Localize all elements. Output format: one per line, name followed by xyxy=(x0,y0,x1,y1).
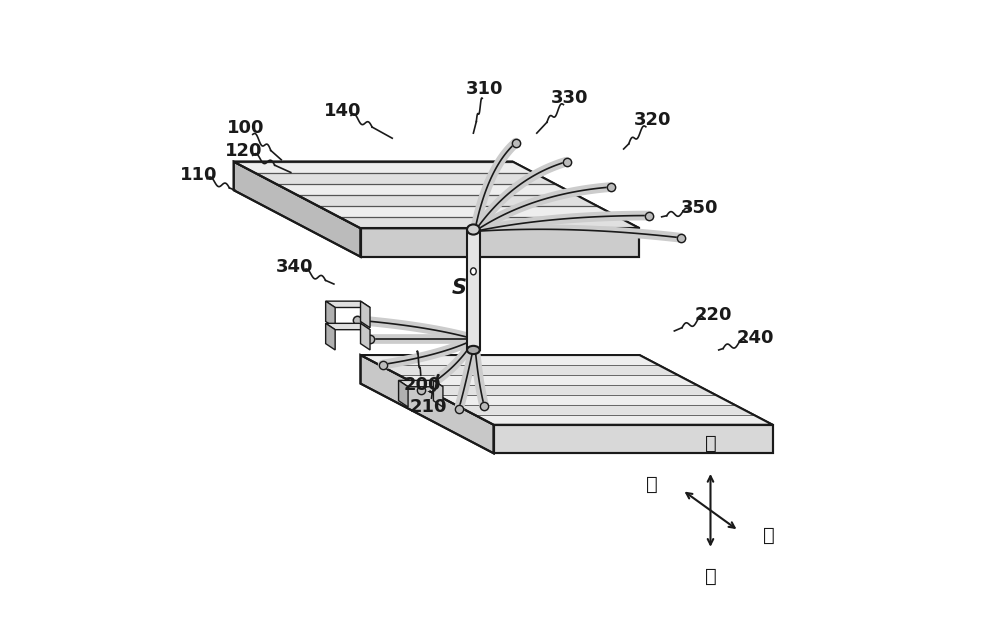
Polygon shape xyxy=(361,323,370,350)
Ellipse shape xyxy=(471,268,476,275)
Polygon shape xyxy=(361,355,773,425)
Polygon shape xyxy=(456,405,754,415)
Polygon shape xyxy=(234,162,639,228)
Polygon shape xyxy=(433,380,443,407)
Ellipse shape xyxy=(467,224,480,235)
Polygon shape xyxy=(494,425,773,453)
Polygon shape xyxy=(380,365,678,375)
Polygon shape xyxy=(326,323,370,330)
Polygon shape xyxy=(318,206,618,217)
Text: S: S xyxy=(451,278,466,299)
Text: 340: 340 xyxy=(276,258,313,276)
Text: 350: 350 xyxy=(681,200,718,217)
Polygon shape xyxy=(276,184,576,195)
Polygon shape xyxy=(437,395,735,405)
Text: 110: 110 xyxy=(180,166,217,184)
Text: 330: 330 xyxy=(551,89,589,107)
Polygon shape xyxy=(467,230,480,350)
Polygon shape xyxy=(326,301,370,307)
Polygon shape xyxy=(234,162,534,172)
Polygon shape xyxy=(297,195,597,206)
Polygon shape xyxy=(326,323,335,350)
Text: 240: 240 xyxy=(736,329,774,347)
Polygon shape xyxy=(361,355,658,365)
Polygon shape xyxy=(399,380,408,407)
Text: 右: 右 xyxy=(763,526,775,545)
Polygon shape xyxy=(418,385,716,395)
Text: 220: 220 xyxy=(694,306,732,323)
Polygon shape xyxy=(475,415,773,425)
Polygon shape xyxy=(399,375,697,385)
Polygon shape xyxy=(255,172,555,184)
Text: 140: 140 xyxy=(324,102,361,120)
Polygon shape xyxy=(339,217,639,228)
Text: 下: 下 xyxy=(705,567,716,586)
Polygon shape xyxy=(361,228,639,257)
Polygon shape xyxy=(234,162,361,257)
Text: 320: 320 xyxy=(634,111,671,129)
Text: 200: 200 xyxy=(403,376,441,394)
Polygon shape xyxy=(399,380,443,387)
Text: 上: 上 xyxy=(705,434,716,453)
Text: 120: 120 xyxy=(225,143,263,160)
Text: 310: 310 xyxy=(466,80,503,98)
Polygon shape xyxy=(361,301,370,328)
Ellipse shape xyxy=(467,346,480,354)
Text: 左: 左 xyxy=(646,476,658,495)
Polygon shape xyxy=(326,301,335,328)
Text: 210: 210 xyxy=(410,398,447,417)
Text: 100: 100 xyxy=(227,119,264,137)
Polygon shape xyxy=(361,355,494,453)
